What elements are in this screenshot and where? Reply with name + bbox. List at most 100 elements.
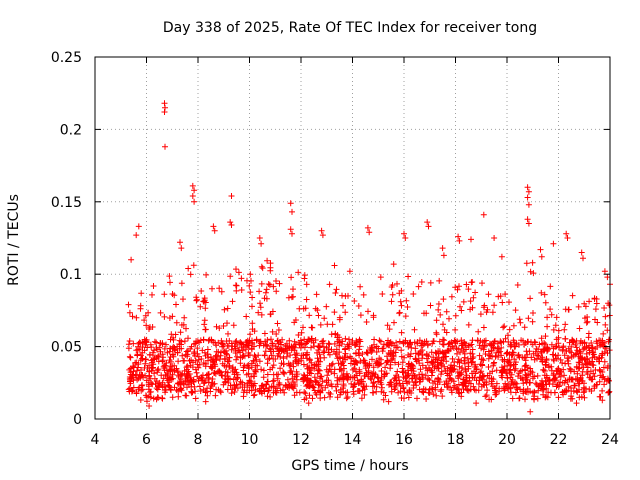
data-point (568, 388, 575, 394)
data-point (159, 379, 166, 386)
data-point (273, 331, 280, 337)
data-point (547, 283, 554, 290)
data-point (233, 338, 240, 344)
data-point (139, 382, 146, 388)
data-point (290, 363, 297, 370)
data-point (164, 349, 171, 356)
data-point (329, 383, 335, 390)
data-point (143, 377, 150, 384)
data-point (583, 343, 590, 350)
data-point (298, 341, 305, 348)
data-point (303, 281, 310, 288)
data-point (280, 361, 287, 368)
data-point (463, 374, 469, 381)
data-point (469, 337, 476, 344)
data-point (499, 374, 506, 381)
data-point (408, 367, 415, 374)
data-point (476, 352, 483, 359)
data-point (452, 284, 459, 291)
data-point (191, 349, 198, 356)
data-point (267, 346, 274, 353)
data-point (394, 368, 401, 375)
data-point (574, 370, 581, 377)
x-tick-label: 24 (601, 432, 619, 448)
data-point (434, 359, 441, 366)
data-point (462, 383, 469, 390)
data-point (601, 268, 608, 275)
data-point (284, 376, 291, 383)
data-point (508, 380, 515, 387)
data-point (577, 340, 584, 347)
data-point (267, 366, 274, 373)
data-point (189, 182, 196, 189)
data-point (396, 309, 403, 316)
data-point (541, 346, 548, 352)
data-point (576, 365, 583, 371)
data-point (530, 270, 537, 277)
data-point (256, 358, 263, 365)
data-point (181, 357, 188, 364)
data-point (287, 200, 294, 207)
data-point (516, 316, 523, 323)
data-point (440, 321, 446, 328)
data-point (555, 352, 562, 359)
data-point (258, 311, 265, 318)
data-point (451, 359, 458, 366)
data-point (527, 408, 534, 415)
data-point (541, 368, 548, 374)
data-point (250, 357, 257, 364)
data-point (253, 356, 260, 363)
data-point (473, 400, 480, 407)
data-point (531, 389, 538, 396)
data-point (376, 355, 383, 362)
data-point (548, 341, 555, 348)
data-point (542, 333, 549, 340)
data-point (569, 292, 576, 299)
data-point (140, 374, 147, 381)
data-point (380, 396, 387, 403)
data-point (320, 349, 327, 356)
data-point (316, 382, 323, 389)
data-point (162, 143, 168, 150)
y-tick-label: 0.1 (60, 267, 82, 283)
data-point (129, 313, 136, 320)
data-point (456, 372, 463, 379)
data-point (241, 387, 248, 394)
data-point (416, 371, 423, 378)
data-point (437, 360, 444, 367)
data-point (240, 352, 247, 359)
data-point (457, 303, 463, 310)
data-point (147, 375, 154, 382)
data-point (307, 357, 313, 364)
data-point (458, 307, 465, 314)
data-point (234, 353, 241, 360)
data-point (438, 386, 445, 393)
data-point (533, 381, 540, 388)
data-point (515, 341, 522, 348)
data-point (522, 396, 528, 403)
data-point (427, 279, 434, 286)
data-point (537, 246, 544, 253)
data-point (267, 311, 274, 318)
data-point (178, 345, 185, 352)
data-point (245, 342, 252, 349)
data-point (456, 283, 462, 290)
data-point (550, 326, 557, 333)
data-point (462, 368, 469, 375)
data-point (435, 301, 442, 307)
x-tick-label: 8 (194, 432, 203, 448)
data-point (382, 392, 389, 399)
data-point (545, 389, 552, 396)
data-point (564, 235, 571, 241)
data-point (235, 269, 242, 276)
data-point (325, 377, 332, 384)
data-point (578, 249, 585, 256)
data-point (477, 369, 484, 376)
data-point (412, 350, 419, 357)
data-point (506, 326, 513, 333)
data-point (275, 327, 282, 333)
data-point (306, 356, 313, 363)
data-point (373, 383, 380, 390)
data-point (510, 322, 517, 329)
data-point (317, 355, 324, 361)
